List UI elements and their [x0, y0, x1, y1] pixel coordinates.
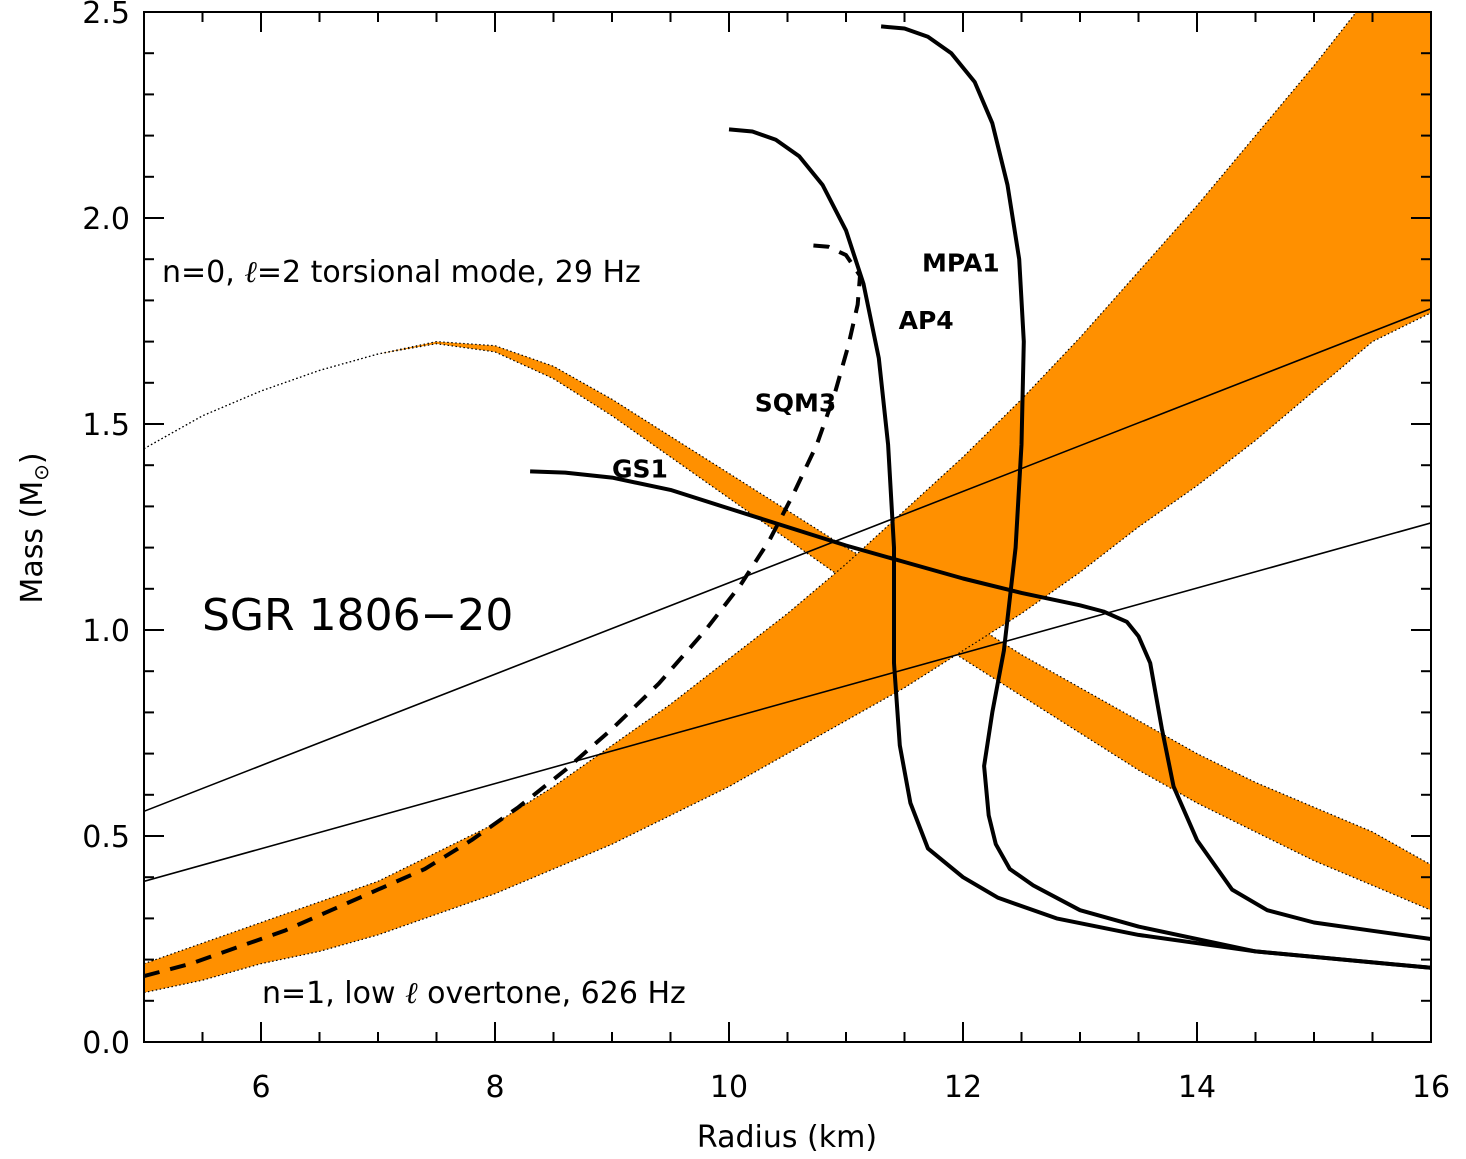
y-tick-label: 0.0	[82, 1026, 130, 1061]
series-gs1-curve	[530, 469, 1431, 941]
x-tick-label: 10	[710, 1070, 748, 1105]
straight-line-lower	[144, 522, 1431, 883]
y-tick-label: 2.0	[82, 202, 130, 237]
x-tick-label: 8	[485, 1070, 504, 1105]
y-tick-label: 1.0	[82, 614, 130, 649]
annotation-source-name: SGR 1806−20	[202, 590, 513, 641]
series-sqm3-curve	[144, 242, 862, 979]
x-axis-label: Radius (km)	[697, 1120, 877, 1155]
straight-line-upper	[144, 307, 1431, 813]
series-labels-layer: GS1 SQM3 AP4 MPA1	[612, 249, 1000, 484]
reference-lines-layer	[144, 307, 1431, 883]
series-ap4-label: AP4	[899, 306, 954, 335]
overtone-band-upper-edge	[144, 12, 1358, 965]
bands-layer	[144, 12, 1431, 994]
y-tick-label: 2.5	[82, 0, 130, 31]
x-tick-label: 16	[1412, 1070, 1450, 1105]
y-axis-label: Mass (M⊙)	[15, 452, 53, 603]
y-tick-label: 1.5	[82, 408, 130, 443]
annotation-torsional-mode: n=0, ℓ=2 torsional mode, 29 Hz	[162, 255, 641, 290]
overtone-band	[144, 12, 1431, 993]
torsional-band	[144, 341, 1431, 911]
series-mpa1-label: MPA1	[922, 249, 1000, 278]
series-sqm3-label: SQM3	[755, 389, 837, 418]
annotation-overtone: n=1, low ℓ overtone, 626 Hz	[262, 976, 686, 1011]
torsional-band-lower-edge	[144, 343, 1431, 911]
series-ap4-curve	[728, 127, 1431, 970]
x-tick-label: 12	[944, 1070, 982, 1105]
overtone-band-lower-edge	[144, 312, 1431, 994]
eos-curves-layer	[144, 24, 1431, 979]
x-tick-label: 6	[251, 1070, 270, 1105]
x-tick-label: 14	[1178, 1070, 1216, 1105]
series-gs1-label: GS1	[612, 455, 668, 484]
series-mpa1-curve	[880, 24, 1431, 970]
y-tick-label: 0.5	[82, 820, 130, 855]
axis-ticks-layer: 6 8 10 12 14 16 0.0 0.5 1.0 1.5 2.0 2.5	[82, 0, 1450, 1105]
